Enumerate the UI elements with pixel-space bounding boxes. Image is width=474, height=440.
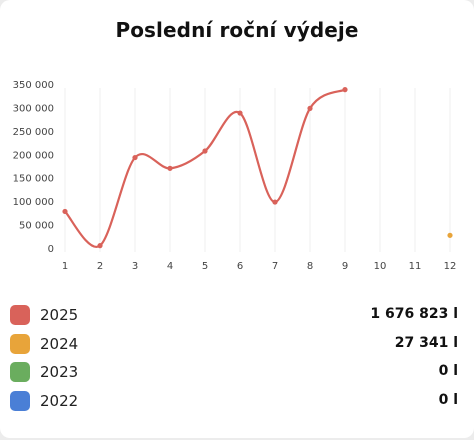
legend-year: 2022: [40, 391, 79, 410]
data-point-2025: [342, 87, 348, 93]
legend-total: 0 l: [438, 363, 458, 379]
y-tick-label: 50 000: [19, 221, 54, 232]
data-point-2025: [167, 165, 173, 171]
x-tick-label: 5: [202, 261, 208, 272]
line-chart: 0 50 000 100 000 150 000 200 000 250 000 300 0…: [13, 80, 457, 272]
legend-year: 2023: [40, 363, 79, 381]
x-tick-label: 3: [132, 261, 138, 272]
legend-swatch: [10, 305, 30, 325]
legend-swatch: [10, 390, 30, 411]
x-tick-label: 11: [409, 261, 422, 272]
legend-item-2025[interactable]: 2025 1 676 823 l: [10, 304, 460, 333]
series-line-2025: [64, 88, 346, 248]
x-tick-label: 6: [237, 261, 243, 272]
legend-total: 1 676 823 l: [370, 306, 458, 322]
legend: 2025 1 676 823 l 2024 27 341 l 2023 0 l …: [10, 304, 460, 418]
legend-total: 0 l: [438, 391, 458, 408]
x-tick-label: 10: [374, 261, 387, 272]
x-tick-label: 4: [167, 261, 173, 272]
legend-swatch: [10, 333, 30, 354]
y-tick-label: 100 000: [13, 197, 54, 208]
legend-year: 2024: [40, 334, 79, 353]
x-tick-label: 2: [97, 261, 103, 272]
legend-item-2022[interactable]: 2022 0 l: [10, 390, 460, 419]
y-tick-label: 0: [48, 244, 54, 255]
data-point-2025: [62, 208, 68, 215]
x-tick-label: 8: [307, 261, 313, 272]
x-tick-label: 1: [62, 261, 68, 272]
y-tick-label: 200 000: [13, 150, 54, 161]
data-point-2024: [447, 232, 453, 238]
legend-total: 27 341 l: [394, 334, 458, 351]
data-point-2025: [97, 243, 103, 249]
y-tick-label: 350 000: [13, 80, 54, 91]
x-tick-label: 7: [272, 261, 278, 272]
x-tick-label: 9: [342, 261, 348, 272]
data-point-2025: [272, 199, 278, 205]
y-tick-label: 250 000: [13, 127, 54, 138]
data-point-2025: [132, 154, 138, 161]
y-tick-label: 300 000: [13, 103, 54, 114]
legend-swatch: [10, 362, 30, 382]
data-point-2025: [237, 110, 243, 116]
legend-item-2024[interactable]: 2024 27 341 l: [10, 333, 460, 362]
legend-item-2023[interactable]: 2023 0 l: [10, 361, 460, 390]
data-point-2025: [307, 105, 313, 111]
legend-year: 2025: [40, 306, 79, 324]
y-tick-label: 150 000: [13, 174, 54, 185]
data-point-2025: [202, 148, 208, 154]
x-tick-label: 12: [444, 261, 457, 272]
chart-title: Poslední roční výdeje: [115, 18, 359, 42]
